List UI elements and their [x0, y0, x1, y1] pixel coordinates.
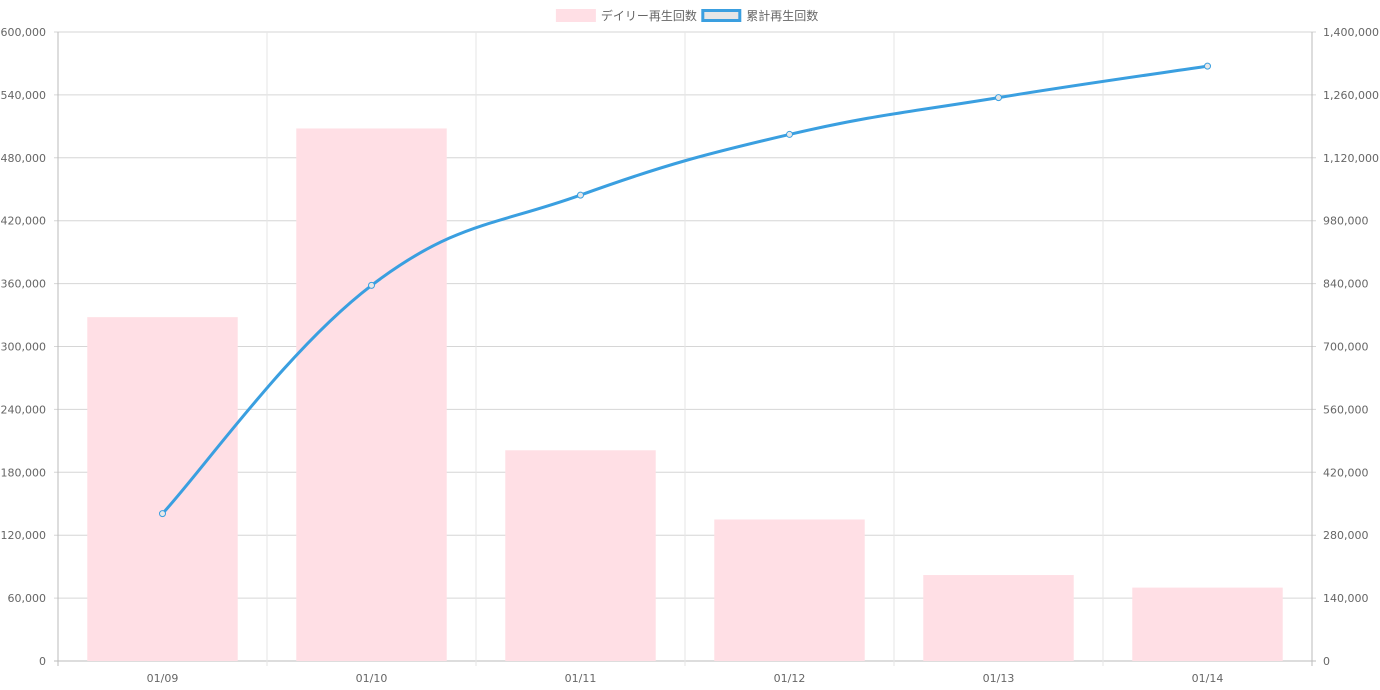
- x-tick-label: 01/12: [774, 672, 806, 685]
- bar[interactable]: [505, 450, 656, 661]
- y-left-tick-label: 360,000: [1, 278, 47, 291]
- y-right-tick-label: 280,000: [1323, 529, 1369, 542]
- y-left-tick-label: 540,000: [1, 89, 47, 102]
- line-point[interactable]: [1204, 62, 1211, 70]
- y-right-tick-label: 0: [1323, 655, 1330, 668]
- legend-swatch-daily[interactable]: [555, 9, 596, 22]
- bar[interactable]: [1132, 587, 1283, 661]
- y-left-tick-label: 120,000: [1, 529, 47, 542]
- legend-swatch-cumulative[interactable]: [701, 9, 742, 22]
- bar[interactable]: [296, 128, 447, 662]
- bar-series: [87, 128, 1283, 662]
- x-tick-label: 01/13: [983, 672, 1015, 685]
- line-path: [161, 64, 1208, 515]
- axes: 0 0 60,000 140,000 120,000 280,000 180,000 420,…: [1, 26, 1379, 685]
- x-tick-label: 01/09: [147, 672, 179, 685]
- line-point[interactable]: [368, 281, 375, 289]
- y-right-tick-label: 840,000: [1323, 278, 1369, 291]
- y-right-tick-label: 420,000: [1323, 466, 1369, 479]
- y-left-tick-label: 240,000: [1, 403, 47, 416]
- line-point[interactable]: [786, 130, 793, 138]
- y-right-tick-label: 980,000: [1323, 215, 1369, 228]
- y-right-tick-label: 1,260,000: [1323, 89, 1379, 102]
- bar[interactable]: [87, 317, 238, 661]
- bar[interactable]: [714, 519, 865, 661]
- line-point[interactable]: [995, 94, 1002, 102]
- y-left-tick-label: 480,000: [1, 152, 47, 165]
- y-right-tick-label: 560,000: [1323, 403, 1369, 416]
- y-right-tick-label: 1,400,000: [1323, 26, 1379, 39]
- x-tick-label: 01/14: [1192, 672, 1224, 685]
- y-right-tick-label: 140,000: [1323, 592, 1369, 605]
- line-series: [159, 62, 1211, 518]
- x-tick-label: 01/11: [565, 672, 597, 685]
- x-tick-label: 01/10: [356, 672, 388, 685]
- y-left-tick-label: 0: [39, 655, 46, 668]
- legend[interactable]: デイリー再生回数 累計再生回数: [555, 8, 818, 23]
- y-left-tick-label: 300,000: [1, 341, 47, 354]
- y-right-tick-label: 700,000: [1323, 341, 1369, 354]
- line-point[interactable]: [577, 191, 584, 199]
- legend-label[interactable]: デイリー再生回数: [601, 8, 697, 23]
- line-point[interactable]: [159, 510, 166, 518]
- y-left-tick-label: 600,000: [1, 26, 47, 39]
- y-left-tick-label: 420,000: [1, 215, 47, 228]
- y-right-tick-label: 1,120,000: [1323, 152, 1379, 165]
- y-left-tick-label: 60,000: [8, 592, 47, 605]
- bar[interactable]: [923, 575, 1074, 661]
- y-left-tick-label: 180,000: [1, 466, 47, 479]
- legend-label[interactable]: 累計再生回数: [746, 8, 818, 23]
- grid: [54, 31, 1316, 666]
